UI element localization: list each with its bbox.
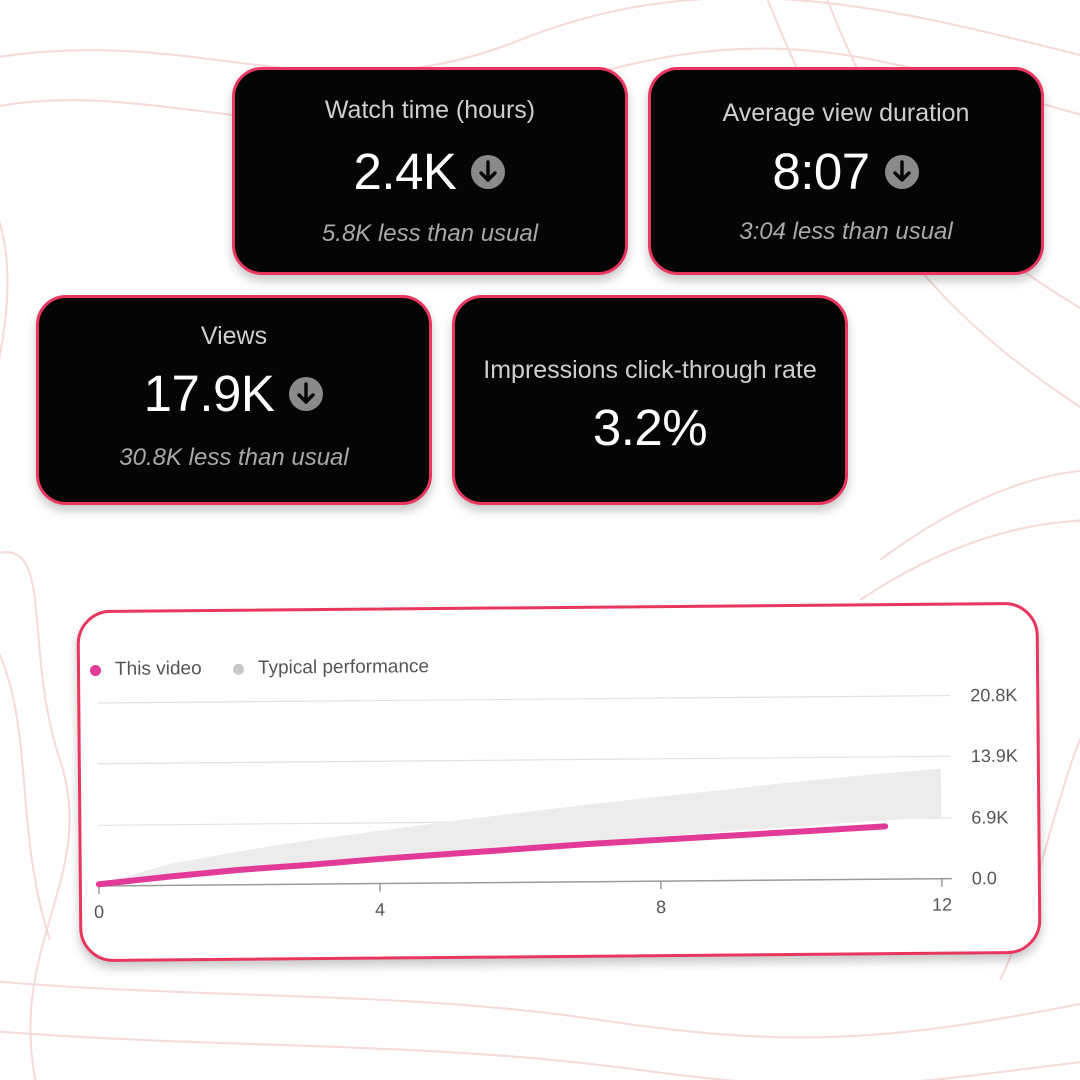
y-tick-label: 6.9K xyxy=(971,807,1008,827)
x-tick-label: 12 xyxy=(932,895,952,915)
x-tick-label: 0 xyxy=(94,902,104,922)
x-tick-label: 4 xyxy=(375,900,385,920)
x-tick-label: 8 xyxy=(656,897,666,917)
watch-time-title: Watch time (hours) xyxy=(324,96,536,124)
views-card[interactable]: Views 17.9K 30.8K less than usual xyxy=(36,295,432,505)
views-comparison: 30.8K less than usual xyxy=(119,444,349,471)
arrow-down-circle-icon xyxy=(471,154,506,189)
gridline xyxy=(98,877,952,887)
typical-performance-band xyxy=(98,768,942,885)
y-tick-label: 20.8K xyxy=(970,685,1017,705)
performance-chart-card[interactable]: This video Typical performance 0.0 6.9K 13… xyxy=(76,601,1042,963)
gridline xyxy=(97,755,951,765)
views-value: 17.9K xyxy=(143,365,275,422)
views-title: Views xyxy=(200,322,268,350)
y-tick-label: 0.0 xyxy=(972,868,997,888)
this-video-line xyxy=(95,823,889,888)
performance-chart: 0.0 6.9K 13.9K 20.8K 0 4 8 12 xyxy=(94,685,1018,922)
gridline xyxy=(97,694,951,704)
arrow-down-circle-icon xyxy=(289,376,324,411)
average-view-duration-card[interactable]: Average view duration 8:07 3:04 less tha… xyxy=(648,67,1044,275)
impressions-ctr-card[interactable]: Impressions click-through rate 3.2% xyxy=(452,295,848,505)
impressions-ctr-value: 3.2% xyxy=(592,399,708,456)
average-view-duration-title: Average view duration xyxy=(722,99,970,127)
watch-time-comparison: 5.8K less than usual xyxy=(321,220,539,247)
watch-time-card[interactable]: Watch time (hours) 2.4K 5.8K less than u… xyxy=(232,67,628,275)
arrow-down-circle-icon xyxy=(884,154,919,189)
average-view-duration-comparison: 3:04 less than usual xyxy=(739,218,953,245)
average-view-duration-value: 8:07 xyxy=(772,143,870,200)
watch-time-value: 2.4K xyxy=(353,143,457,200)
impressions-ctr-title: Impressions click-through rate xyxy=(483,356,817,384)
y-tick-label: 13.9K xyxy=(971,746,1018,766)
